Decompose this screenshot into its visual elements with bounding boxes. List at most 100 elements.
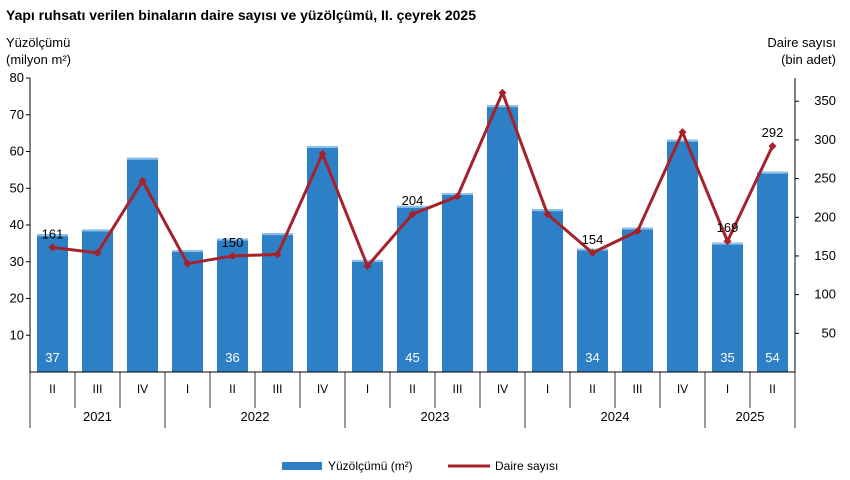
bar (351, 259, 384, 372)
bar (486, 105, 519, 372)
right-tick-label: 300 (814, 132, 836, 147)
line-point (498, 88, 507, 97)
bar-highlight (351, 259, 384, 262)
category-label: IV (497, 382, 508, 396)
line-value-label: 161 (42, 226, 64, 241)
category-label: I (726, 382, 729, 396)
line-value-label: 204 (402, 193, 424, 208)
data-labels: 37 36 45 34 35 54 161 150 204 154 169 292 (42, 125, 784, 365)
bar-highlight (756, 171, 789, 174)
bar (711, 242, 744, 372)
left-axis-title-line2: (milyon m²) (6, 52, 71, 67)
category-label: I (186, 382, 189, 396)
right-tick-label: 350 (814, 93, 836, 108)
line-point (93, 248, 102, 257)
left-tick-label: 10 (10, 327, 24, 342)
bar-value-label: 35 (720, 350, 734, 365)
bar-highlight (81, 229, 114, 232)
line-point (138, 176, 147, 185)
line-point (588, 248, 597, 257)
right-axis-title-line1: Daire sayısı (767, 35, 836, 50)
bar-value-label: 45 (405, 350, 419, 365)
line-point (363, 262, 372, 271)
bar-value-label: 54 (765, 350, 779, 365)
left-tick-label: 80 (10, 70, 24, 85)
line-point (318, 149, 327, 158)
category-label: III (272, 382, 282, 396)
category-label: IV (677, 382, 688, 396)
bar-highlight (261, 233, 294, 236)
line-value-label: 169 (717, 220, 739, 235)
line-point (768, 142, 777, 151)
category-label: I (366, 382, 369, 396)
line-point (228, 251, 237, 260)
line-point (408, 210, 417, 219)
bar-value-label: 34 (585, 350, 599, 365)
line-series (48, 88, 777, 271)
category-label: I (546, 382, 549, 396)
left-axis-ticks: 10 20 30 40 50 60 70 80 (10, 70, 30, 342)
left-tick-label: 30 (10, 254, 24, 269)
year-label: 2025 (736, 409, 765, 424)
bar-highlight (666, 139, 699, 142)
category-label: III (632, 382, 642, 396)
category-label: II (769, 382, 776, 396)
bar (126, 157, 159, 372)
line-point (273, 250, 282, 259)
category-label: II (229, 382, 236, 396)
bar-value-label: 37 (45, 350, 59, 365)
line-value-label: 154 (582, 232, 604, 247)
legend-label-line: Daire sayısı (495, 459, 558, 473)
year-label: 2022 (241, 409, 270, 424)
bar (306, 145, 339, 372)
left-tick-label: 40 (10, 217, 24, 232)
category-label: II (409, 382, 416, 396)
line-point (48, 243, 57, 252)
bar-series (36, 105, 789, 372)
bar (171, 249, 204, 372)
left-tick-label: 70 (10, 107, 24, 122)
line-point (678, 128, 687, 137)
line-point (453, 192, 462, 201)
right-tick-label: 150 (814, 248, 836, 263)
right-tick-label: 250 (814, 171, 836, 186)
line-point (183, 259, 192, 268)
line-point (723, 237, 732, 246)
bar (576, 248, 609, 372)
left-axis-title-line1: Yüzölçümü (6, 35, 70, 50)
right-tick-label: 50 (822, 325, 836, 340)
bar-value-label: 36 (225, 350, 239, 365)
legend: Yüzölçümü (m²) Daire sayısı (282, 459, 558, 473)
bar (666, 139, 699, 372)
year-label: 2021 (83, 409, 112, 424)
right-tick-label: 200 (814, 209, 836, 224)
bar (531, 209, 564, 372)
bar (621, 227, 654, 372)
bar (396, 205, 429, 372)
category-label: IV (317, 382, 328, 396)
left-tick-label: 20 (10, 291, 24, 306)
axes (29, 78, 796, 373)
category-label: II (49, 382, 56, 396)
category-label: III (452, 382, 462, 396)
bar-highlight (486, 105, 519, 108)
line-value-label: 150 (222, 235, 244, 250)
legend-swatch-bar (282, 462, 322, 470)
bar (36, 234, 69, 372)
category-label: III (92, 382, 102, 396)
legend-label-bar: Yüzölçümü (m²) (328, 459, 413, 473)
right-axis-ticks: 50 100 150 200 250 300 350 (795, 93, 836, 340)
bar-highlight (216, 238, 249, 241)
right-tick-label: 100 (814, 287, 836, 302)
right-axis-title-line2: (bin adet) (781, 52, 836, 67)
bar-highlight (171, 249, 204, 252)
line-value-label: 292 (762, 125, 784, 140)
bar-highlight (126, 157, 159, 160)
bar (756, 171, 789, 372)
bar (441, 193, 474, 372)
left-tick-label: 50 (10, 180, 24, 195)
bar-highlight (396, 205, 429, 208)
category-label: II (589, 382, 596, 396)
